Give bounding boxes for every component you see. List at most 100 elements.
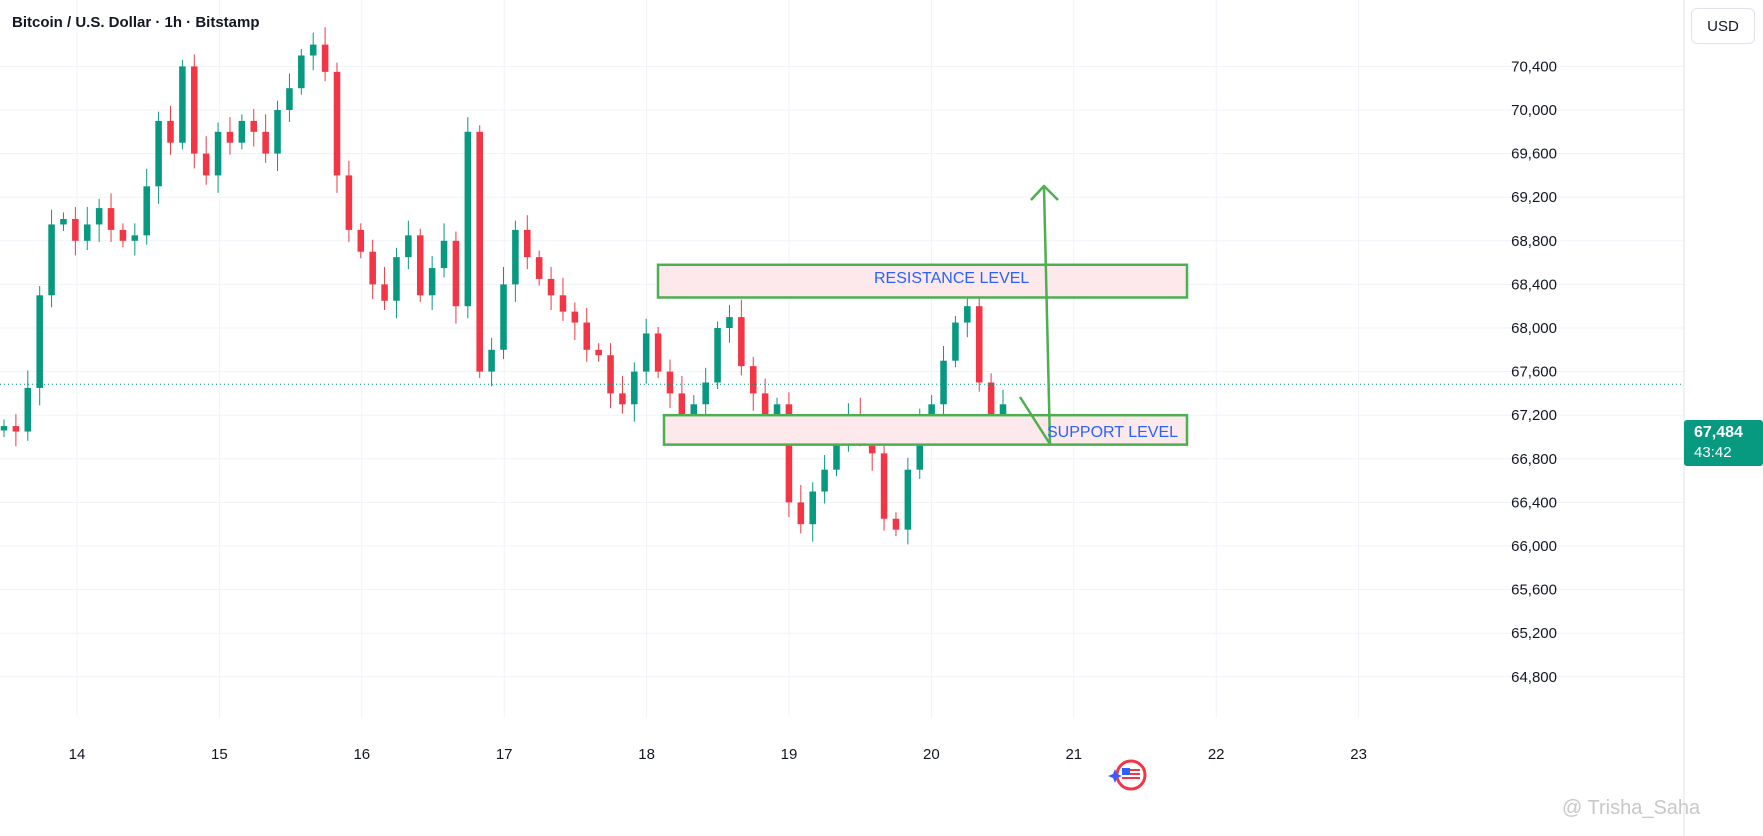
candle-body [381,284,388,301]
price-tick-label: 69,200 [1511,189,1557,206]
price-tick-label: 70,400 [1511,58,1557,75]
candle-body [535,257,543,279]
resistance-label[interactable]: RESISTANCE LEVEL [874,270,1030,287]
candle-body [547,278,555,296]
candle-body [119,229,127,241]
candle-body [238,120,246,143]
candle-body [892,518,900,530]
candle-body [214,131,222,176]
candle-body [678,393,686,416]
price-tick-label: 69,600 [1511,146,1557,163]
candle-body [369,251,376,285]
projection-path [1018,187,1052,446]
price-tick-label: 65,600 [1511,582,1557,599]
price-tick-label: 64,800 [1511,669,1557,686]
candle-body [428,268,436,296]
candle-body [880,453,888,519]
candle-body [512,229,519,285]
candle-body [345,175,353,230]
candle-body [916,426,924,470]
candle-body [24,387,32,432]
price-axis: 64,800 65,200 65,600 66,000 66,400 66,800 67,2… [1511,58,1557,685]
candle-body [690,404,698,416]
candle-body [416,235,424,296]
candle-body [714,328,721,383]
candle-body [607,355,614,394]
price-tick-label: 68,000 [1511,320,1557,337]
currency-button[interactable]: USD [1691,8,1755,44]
candle-body [143,186,150,236]
candle-body [191,66,198,154]
candle-body [262,131,269,154]
candle-body [797,502,805,525]
price-tick-label: 67,200 [1511,407,1557,424]
candle-body [975,306,983,383]
candle-body [785,404,793,503]
price-tick-label: 68,800 [1511,233,1557,250]
time-tick-label: 15 [211,746,228,763]
candle-body [60,219,67,225]
candle-body [595,349,602,356]
time-tick-label: 16 [353,746,370,763]
candle-body [738,317,745,367]
candle-body [987,382,995,416]
candle-body [309,44,317,56]
candle-body [642,333,650,372]
candle-body [321,44,329,72]
candle-body [464,131,472,307]
candle-body [964,306,971,323]
support-label[interactable]: SUPPORT LEVEL [1047,424,1179,441]
price-tick-label: 65,200 [1511,625,1557,642]
candle-body [357,229,365,252]
candle-body [48,224,55,296]
candle-body [821,469,828,492]
candle-body [726,317,733,328]
candle-body [405,235,412,258]
candle-body [393,257,400,301]
candle-body [761,393,769,421]
candle-body [452,240,460,307]
price-tick-label: 66,400 [1511,494,1557,511]
candle-body [12,426,20,432]
candle-body [36,295,43,388]
time-tick-label: 20 [923,746,940,763]
candle-body [619,393,626,405]
candle-body [298,55,305,89]
candle-body [571,311,579,323]
candle-body [95,208,103,225]
symbol-title[interactable]: Bitcoin / U.S. Dollar · 1h · Bitstamp [12,14,260,31]
candle-body [274,110,281,154]
price-tick-label: 66,800 [1511,451,1557,468]
time-tick-label: 21 [1065,746,1082,763]
candle-body [749,366,757,394]
price-tick-label: 70,000 [1511,102,1557,119]
last-price-tag: 67,484 43:42 [1684,420,1763,466]
candle-body [440,240,448,269]
time-tick-label: 19 [781,746,798,763]
projection-arrowhead [1030,184,1059,201]
candle-body [226,131,234,143]
candle-body [202,153,210,176]
candle-body [702,382,709,405]
candle-body [999,404,1007,416]
candle-body [500,284,507,350]
chart-grid [0,0,1685,836]
price-tick-label: 67,600 [1511,364,1557,381]
resistance-zone [656,263,1189,299]
candle-body [809,491,816,525]
flag-event-icon[interactable] [1108,758,1150,792]
time-tick-label: 18 [638,746,655,763]
last-price-value: 67,484 [1694,424,1743,441]
candle-body [167,120,174,143]
candle-body [904,469,912,530]
candle-body [155,120,162,187]
candle-body [488,349,495,372]
candle-body [107,208,115,230]
candle-body [333,71,341,176]
candle-body [940,360,947,405]
candle-body [0,426,8,431]
candle-body [559,295,567,312]
candle-body [583,322,591,350]
candle-body [179,66,186,143]
